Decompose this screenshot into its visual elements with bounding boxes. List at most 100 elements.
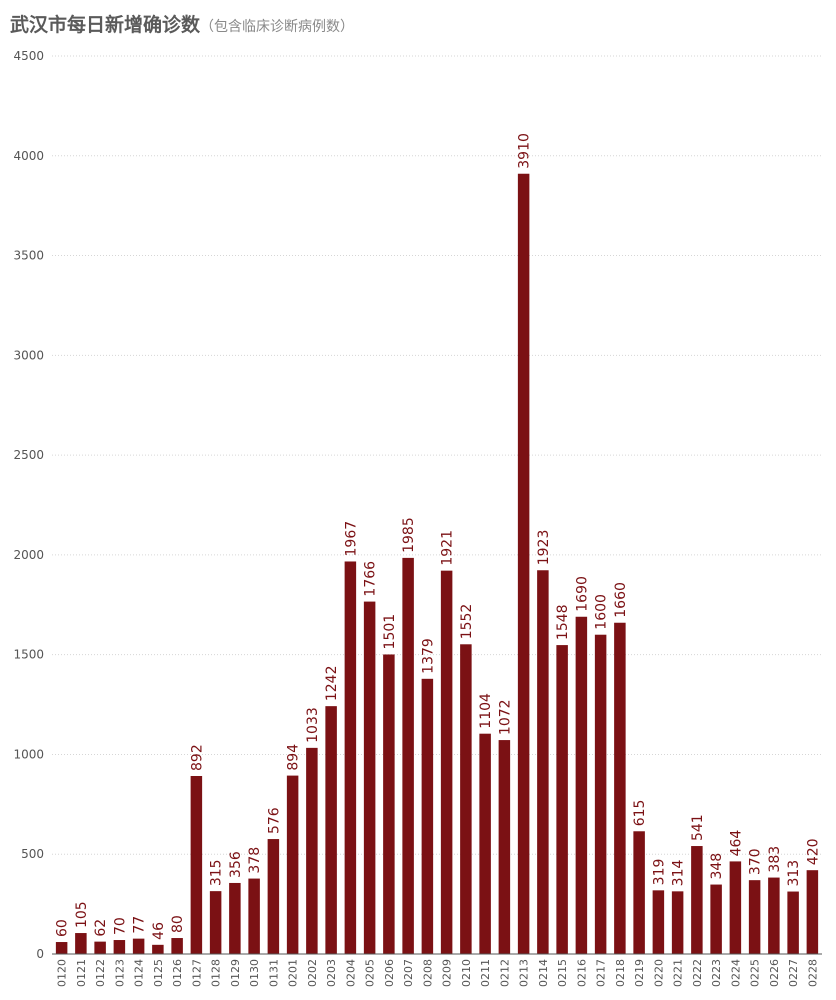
bar: [671, 891, 684, 954]
x-tick-label: 0123: [113, 959, 126, 987]
data-label: 541: [690, 814, 706, 841]
x-tick-label: 0202: [306, 959, 319, 987]
data-label: 80: [170, 915, 186, 933]
bar: [94, 941, 106, 954]
x-tick-label: 0201: [287, 959, 300, 987]
bar: [652, 890, 665, 954]
bar: [575, 616, 588, 954]
data-label: 1660: [613, 582, 629, 618]
x-tick-label: 0131: [267, 959, 280, 987]
y-tick-label: 1500: [13, 648, 44, 662]
bar: [806, 870, 819, 954]
data-label: 383: [767, 846, 783, 873]
bar: [460, 644, 472, 954]
data-label: 576: [266, 807, 282, 834]
data-label: 46: [151, 922, 167, 940]
bar: [594, 634, 607, 954]
data-label: 1501: [382, 614, 398, 650]
data-label: 615: [632, 800, 648, 827]
data-label: 3910: [517, 133, 533, 169]
bar: [267, 839, 280, 954]
x-tick-label: 0124: [133, 959, 146, 987]
data-label: 313: [786, 860, 802, 887]
bar: [209, 891, 222, 954]
data-label: 1033: [305, 707, 321, 743]
data-label: 70: [112, 917, 128, 935]
data-label: 77: [132, 916, 148, 934]
x-tick-label: 0210: [460, 959, 473, 987]
x-tick-label: 0205: [364, 959, 377, 987]
bar: [768, 877, 780, 954]
y-tick-label: 4000: [13, 149, 44, 163]
y-tick-label: 500: [21, 847, 44, 861]
bar: [402, 557, 414, 954]
x-tick-label: 0204: [344, 959, 357, 987]
x-tick-label: 0223: [710, 959, 723, 987]
bar: [710, 884, 722, 954]
data-label: 1242: [324, 666, 340, 702]
x-tick-label: 0126: [171, 959, 184, 987]
bar: [421, 678, 434, 954]
data-label: 356: [228, 851, 244, 878]
data-label: 1548: [555, 604, 571, 640]
bar: [55, 942, 68, 954]
bar: [517, 173, 530, 954]
data-label: 1985: [401, 517, 417, 553]
bar: [787, 891, 799, 954]
y-tick-label: 3500: [13, 249, 44, 263]
y-tick-label: 2500: [13, 448, 44, 462]
chart-title-block: 武汉市每日新增确诊数（包含临床诊断病例数）: [10, 10, 354, 37]
bar: [498, 740, 511, 954]
data-label: 1766: [363, 561, 379, 597]
data-label: 894: [286, 744, 302, 771]
y-tick-label: 1000: [13, 747, 44, 761]
data-label: 1923: [536, 530, 552, 566]
x-tick-label: 0227: [787, 959, 800, 987]
chart-subtitle: （包含临床诊断病例数）: [200, 19, 355, 35]
data-label: 1967: [343, 521, 359, 557]
data-label: 314: [671, 860, 687, 887]
data-label: 1600: [594, 594, 610, 630]
y-tick-label: 0: [36, 947, 44, 961]
data-label: 420: [805, 838, 821, 865]
data-label: 319: [651, 859, 667, 886]
data-label: 1104: [478, 693, 494, 729]
x-tick-label: 0206: [383, 959, 396, 987]
bar: [440, 570, 453, 954]
data-label: 370: [748, 848, 764, 875]
x-tick-label: 0125: [152, 959, 165, 987]
bar: [556, 645, 568, 954]
bar: [248, 878, 260, 954]
bar: [729, 861, 742, 954]
x-tick-label: 0228: [806, 959, 819, 987]
y-tick-label: 3000: [13, 348, 44, 362]
bar: [614, 622, 626, 954]
x-tick-label: 0225: [749, 959, 762, 987]
x-tick-label: 0211: [479, 959, 492, 987]
x-tick-label: 0208: [421, 959, 434, 987]
x-tick-label: 0203: [325, 959, 338, 987]
bar: [171, 938, 183, 954]
bar: [383, 654, 395, 954]
bar: [113, 940, 126, 954]
x-tick-label: 0218: [614, 959, 627, 987]
data-label: 62: [93, 919, 109, 937]
data-label: 378: [247, 847, 263, 874]
bar: [286, 775, 299, 954]
x-tick-label: 0215: [556, 959, 569, 987]
x-tick-label: 0226: [768, 959, 781, 987]
x-tick-label: 0221: [672, 959, 685, 987]
x-tick-label: 0219: [633, 959, 646, 987]
x-tick-label: 0129: [229, 959, 242, 987]
bar: [152, 944, 164, 954]
y-tick-label: 2000: [13, 548, 44, 562]
data-label: 1690: [574, 576, 590, 612]
x-tick-label: 0122: [94, 959, 107, 987]
chart-title: 武汉市每日新增确诊数: [10, 14, 201, 36]
x-tick-label: 0212: [498, 959, 511, 987]
x-tick-label: 0120: [56, 959, 69, 987]
x-tick-label: 0220: [652, 959, 665, 987]
x-tick-label: 0127: [190, 959, 203, 987]
x-tick-label: 0130: [248, 959, 261, 987]
